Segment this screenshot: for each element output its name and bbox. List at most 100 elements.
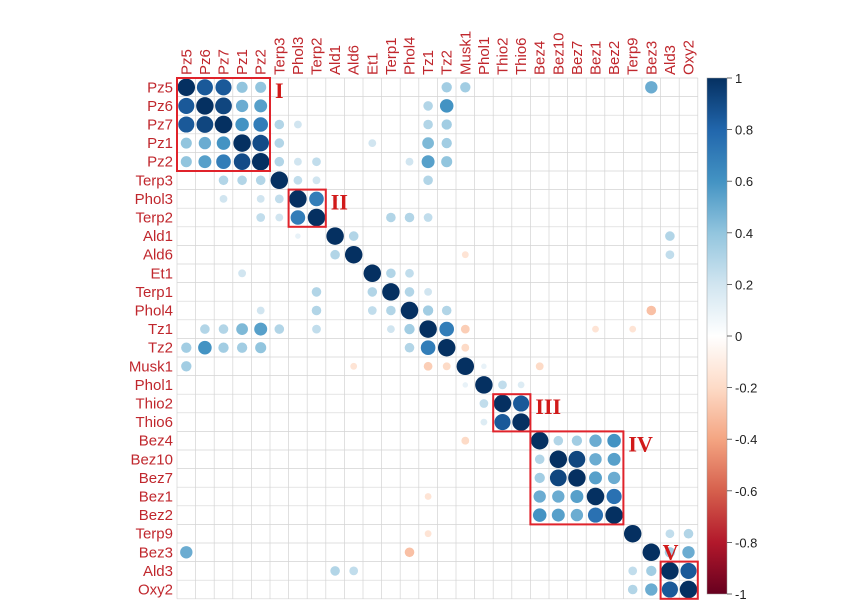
correlation-circle — [293, 175, 303, 185]
correlation-circle — [180, 156, 192, 168]
row-label: Terp3 — [135, 172, 173, 189]
correlation-circle — [404, 212, 415, 223]
correlation-circle — [607, 471, 621, 485]
colorbar-tick-label: 1 — [735, 71, 742, 86]
correlation-circle — [683, 528, 694, 539]
correlation-circle — [424, 493, 432, 500]
column-label: Bez10 — [550, 32, 567, 75]
column-label: Phol1 — [476, 37, 493, 75]
correlation-circle — [533, 490, 546, 503]
correlation-circle — [274, 138, 285, 148]
correlation-circle — [198, 136, 212, 150]
correlation-circle — [589, 453, 602, 466]
correlation-circle — [439, 321, 455, 337]
correlation-circle — [498, 380, 507, 390]
correlation-circle — [218, 324, 229, 334]
correlation-circle — [592, 325, 599, 333]
correlation-circle — [256, 306, 265, 315]
colorbar: 1 0.8 0.6 0.4 0.2 0 -0.2 -0.4 -0.6 -0.8 -1 — [706, 71, 757, 602]
correlation-circle — [404, 323, 415, 335]
colorbar-tick-label: 0.6 — [735, 174, 753, 189]
row-label: Bez1 — [139, 489, 173, 506]
correlation-circle — [551, 508, 565, 522]
correlation-circle — [461, 436, 470, 445]
cluster-box — [659, 560, 699, 600]
correlation-circle — [309, 191, 324, 207]
correlation-circle — [532, 508, 547, 522]
correlation-circle — [219, 194, 228, 203]
correlation-circle — [460, 324, 470, 334]
cluster-box — [287, 188, 327, 228]
correlation-circle — [534, 454, 545, 465]
column-label: Tz2 — [439, 50, 456, 75]
correlation-circle — [513, 395, 530, 412]
column-label: Ald1 — [327, 45, 344, 75]
correlation-circle — [623, 524, 642, 543]
row-label: Musk1 — [129, 358, 173, 375]
correlation-circle — [274, 119, 285, 130]
correlation-circle — [400, 301, 419, 320]
correlation-circle — [293, 120, 302, 129]
correlation-circle — [198, 155, 212, 169]
cluster-label: IV — [628, 431, 653, 456]
correlation-circle — [607, 433, 621, 448]
correlation-circle — [494, 414, 511, 431]
correlation-circle — [196, 79, 213, 96]
correlation-circle — [423, 101, 433, 111]
correlation-circle — [423, 119, 433, 130]
correlation-circle — [535, 362, 544, 371]
correlation-circle — [177, 78, 196, 97]
row-label: Bez10 — [130, 451, 173, 468]
correlation-circle — [628, 566, 638, 576]
row-label: Pz7 — [147, 117, 173, 134]
column-label: Bez4 — [532, 41, 549, 75]
correlation-circle — [530, 431, 549, 450]
correlation-circle — [645, 81, 658, 94]
correlation-circle — [178, 97, 195, 114]
correlation-circle — [274, 156, 285, 167]
correlation-circle — [682, 546, 695, 559]
correlation-circle — [437, 338, 456, 357]
correlation-circle — [196, 97, 214, 115]
correlation-circle — [275, 213, 284, 222]
correlation-circle — [255, 175, 266, 186]
column-label: Pz6 — [197, 49, 214, 75]
correlation-circle — [386, 305, 396, 316]
correlation-circle — [238, 269, 247, 278]
row-label: Phol3 — [135, 191, 173, 208]
correlation-circle — [200, 324, 210, 334]
row-label: Terp1 — [135, 284, 173, 301]
column-label: Terp2 — [309, 37, 326, 75]
correlation-circle — [404, 342, 415, 353]
row-label: Terp2 — [135, 210, 173, 227]
correlation-circle — [642, 543, 661, 562]
correlation-circle — [419, 320, 437, 338]
colorbar-tick-label: 0.2 — [735, 277, 753, 292]
colorbar-tick-label: -0.4 — [735, 432, 757, 447]
correlation-circle — [646, 565, 657, 577]
column-label: Bez3 — [643, 41, 660, 75]
correlation-circle — [680, 562, 697, 579]
correlation-circle — [570, 508, 584, 522]
correlation-circle — [589, 471, 602, 485]
correlation-circle — [404, 547, 415, 558]
correlation-circle — [549, 469, 567, 487]
correlation-circle — [589, 434, 602, 447]
correlation-circle — [196, 116, 214, 133]
column-label: Oxy2 — [681, 40, 698, 75]
correlation-circle — [665, 529, 675, 539]
correlation-circle — [312, 324, 321, 334]
cluster-box — [176, 77, 271, 172]
correlation-circle — [423, 175, 433, 186]
correlation-circle — [330, 566, 340, 576]
correlation-circle — [251, 152, 270, 171]
correlation-circle — [311, 287, 322, 297]
correlation-circle — [344, 245, 363, 264]
correlation-circle — [424, 530, 432, 538]
correlation-circle — [233, 134, 251, 152]
correlation-circle — [568, 469, 586, 487]
correlation-circle — [255, 342, 267, 354]
correlation-circle — [405, 268, 414, 278]
correlation-circle — [236, 323, 248, 335]
